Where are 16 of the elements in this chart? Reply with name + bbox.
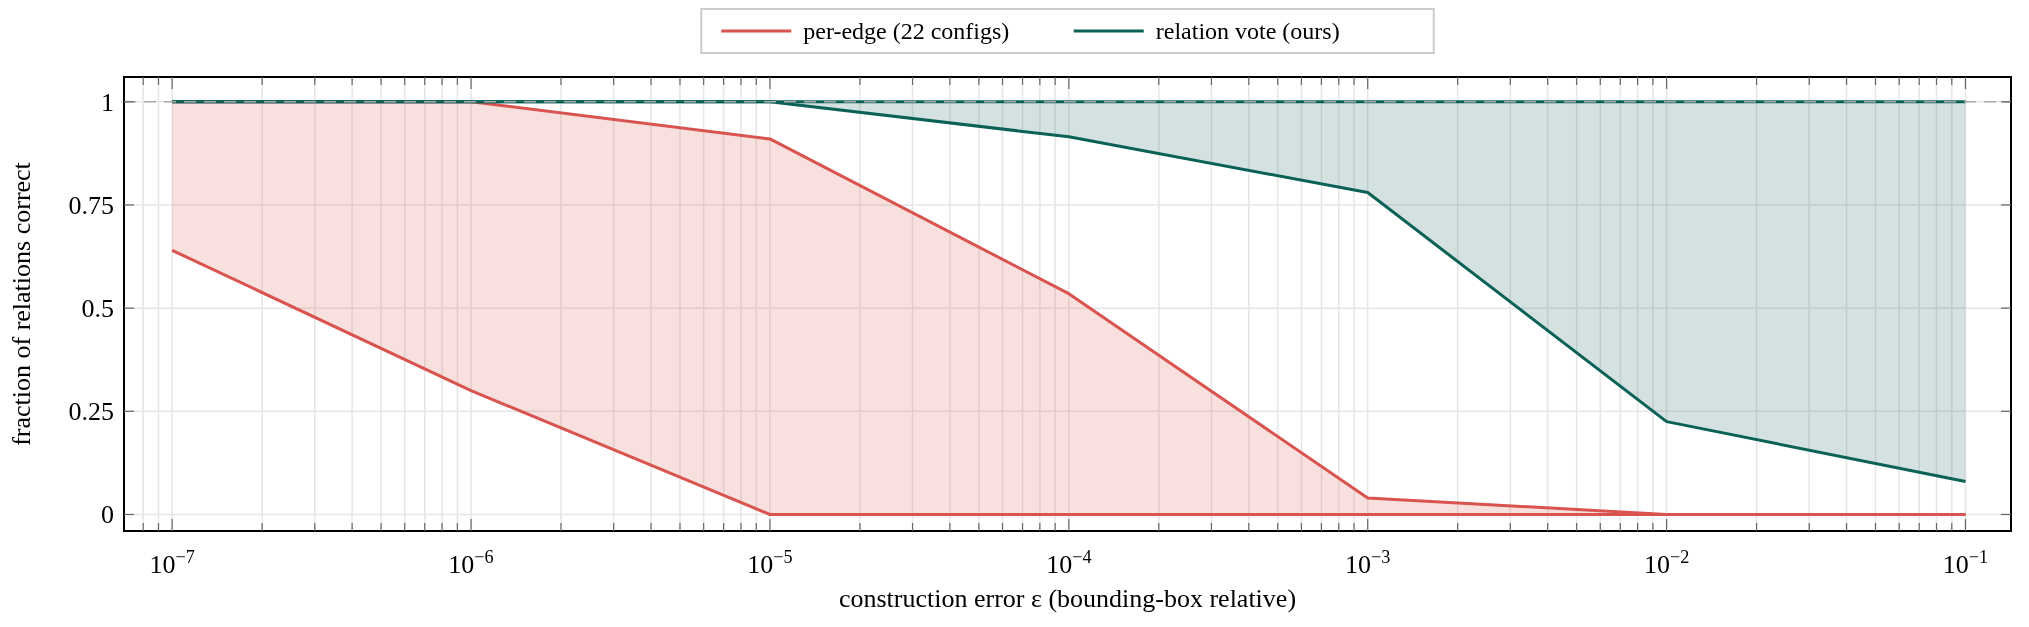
y-tick-label: 0	[101, 500, 114, 530]
x-tick-label: 10$^{−7}$	[149, 547, 195, 579]
legend-label: per-edge (22 configs)	[803, 18, 1010, 44]
x-axis-title: construction error ε (bounding-box relative)	[838, 584, 1297, 613]
y-tick-label: 0.5	[81, 294, 114, 324]
legend-label: relation vote (ours)	[1155, 18, 1340, 44]
x-tick-label: 10$^{−6}$	[448, 547, 494, 579]
x-tick-label: 10$^{−3}$	[1345, 547, 1391, 579]
y-axis-title: fraction of relations correct	[7, 161, 36, 446]
y-tick-label: 0.75	[68, 190, 114, 220]
y-tick-label: 1	[101, 87, 114, 117]
x-tick-label: 10$^{−5}$	[747, 547, 793, 579]
x-tick-label: 10$^{−4}$	[1046, 547, 1092, 579]
x-tick-label: 10$^{−1}$	[1942, 547, 1989, 579]
x-tick-label: 10$^{−2}$	[1643, 547, 1690, 579]
y-tick-label: 0.25	[68, 397, 114, 427]
